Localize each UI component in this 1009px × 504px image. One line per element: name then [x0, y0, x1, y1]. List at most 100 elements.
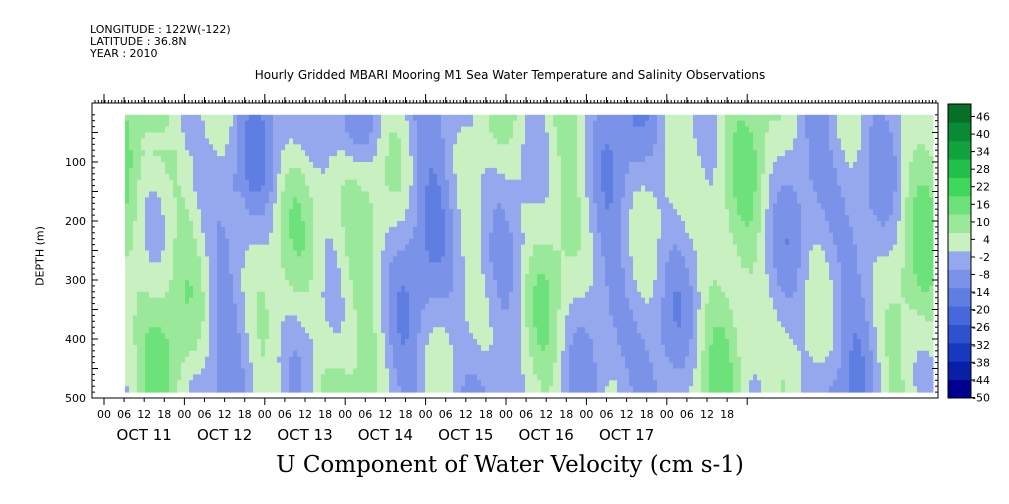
field-cell [369, 309, 374, 316]
field-cell [421, 303, 426, 310]
field-cell [133, 173, 138, 181]
field-cell [293, 185, 298, 192]
field-cell [237, 238, 242, 246]
field-cell [369, 321, 374, 328]
field-cell [321, 350, 326, 358]
field-cell [389, 380, 394, 387]
field-cell [441, 280, 446, 287]
year-label: YEAR : 2010 [90, 47, 158, 60]
field-cell [317, 238, 322, 246]
field-cell [161, 321, 166, 328]
field-cell [149, 268, 154, 275]
field-cell [397, 132, 402, 139]
field-cell [309, 156, 314, 163]
field-cell [277, 167, 282, 175]
field-cell [377, 356, 382, 364]
field-cell [269, 321, 274, 328]
field-cell [213, 285, 218, 293]
field-cell [497, 327, 502, 334]
field-cell [437, 362, 442, 369]
field-cell [449, 162, 454, 169]
field-cell [405, 374, 410, 381]
field-cell [497, 274, 502, 281]
field-cell [413, 167, 418, 175]
field-cell [437, 167, 442, 175]
field-cell [485, 380, 490, 387]
field-cell [209, 344, 214, 352]
field-cell [501, 274, 506, 281]
field-cell [417, 274, 422, 281]
field-cell [369, 156, 374, 163]
field-cell [293, 315, 298, 322]
field-cell [349, 232, 354, 240]
field-cell [177, 350, 182, 358]
field-cell [281, 144, 286, 151]
field-cell [385, 268, 390, 275]
field-cell [337, 114, 342, 122]
field-cell [197, 191, 202, 198]
field-cell [397, 167, 402, 175]
field-cell [169, 339, 174, 346]
field-cell [421, 262, 426, 269]
field-cell [481, 327, 486, 334]
field-cell [497, 221, 502, 228]
field-cell [133, 209, 138, 216]
field-cell [277, 150, 282, 157]
field-cell [293, 380, 298, 387]
field-cell [261, 362, 266, 369]
field-cell [177, 339, 182, 346]
field-cell [237, 203, 242, 210]
field-cell [505, 156, 510, 163]
field-cell [513, 120, 518, 128]
field-cell [273, 114, 278, 122]
field-cell [277, 144, 282, 151]
field-cell [425, 356, 430, 364]
field-cell [445, 226, 450, 234]
field-cell [193, 238, 198, 246]
field-cell [137, 114, 142, 122]
field-cell [549, 114, 554, 122]
field-cell [249, 215, 254, 222]
field-cell [245, 250, 250, 257]
field-cell [125, 221, 130, 228]
field-cell [485, 197, 490, 204]
field-cell [253, 339, 258, 346]
field-cell [213, 380, 218, 387]
field-cell [417, 244, 422, 251]
field-cell [305, 144, 310, 151]
field-cell [357, 120, 362, 128]
field-cell [377, 221, 382, 228]
field-cell [489, 356, 494, 364]
field-cell [165, 232, 170, 240]
field-cell [489, 221, 494, 228]
field-cell [181, 144, 186, 151]
field-cell [533, 285, 538, 293]
field-cell [505, 226, 510, 234]
field-cell [285, 191, 290, 198]
field-cell [145, 368, 150, 375]
field-cell [125, 144, 130, 151]
field-cell [129, 120, 134, 128]
field-cell [413, 162, 418, 169]
field-cell [261, 339, 266, 346]
field-cell [245, 315, 250, 322]
field-cell [521, 144, 526, 151]
field-cell [381, 280, 386, 287]
field-cell [225, 256, 230, 263]
field-cell [273, 285, 278, 293]
field-cell [137, 185, 142, 192]
field-cell [533, 280, 538, 287]
field-cell [169, 291, 174, 299]
field-cell [281, 327, 286, 334]
field-cell [261, 280, 266, 287]
field-cell [185, 268, 190, 275]
field-cell [361, 167, 366, 175]
field-cell [185, 238, 190, 246]
field-cell [289, 244, 294, 251]
field-cell [149, 380, 154, 387]
field-cell [381, 339, 386, 346]
field-cell [417, 256, 422, 263]
field-cell [397, 215, 402, 222]
field-cell [201, 221, 206, 228]
field-cell [489, 197, 494, 204]
